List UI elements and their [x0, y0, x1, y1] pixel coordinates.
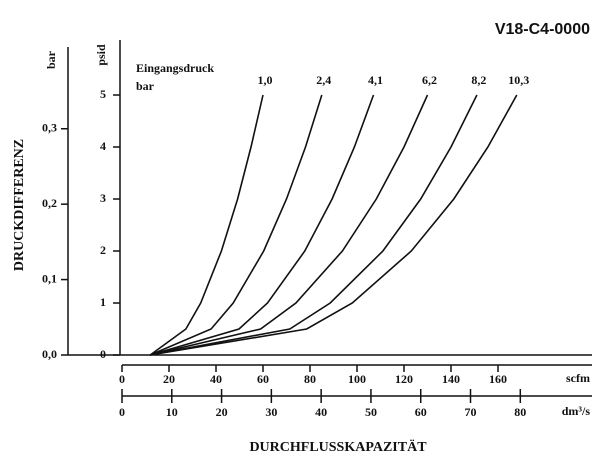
series-label: 4,1: [368, 73, 383, 87]
y2-tick-label: 0,2: [42, 196, 57, 210]
curve: [150, 94, 478, 356]
curve: [149, 94, 375, 356]
x2-tick-label: 40: [315, 405, 327, 419]
chart-title: V18-C4-0000: [495, 21, 590, 38]
x2-tick-label: 10: [166, 405, 178, 419]
y-tick-label: 3: [100, 191, 106, 205]
curve: [150, 94, 518, 356]
x-tick-label: 140: [442, 372, 460, 386]
x2-tick-label: 80: [514, 405, 526, 419]
series-label: 8,2: [471, 73, 486, 87]
series-label: 2,4: [316, 73, 331, 87]
x-tick-label: 20: [163, 372, 175, 386]
legend-unit: bar: [136, 79, 155, 93]
y-tick-label: 5: [100, 87, 106, 101]
series-label: 1,0: [258, 73, 273, 87]
y-tick-label: 2: [100, 243, 106, 257]
x-tick-label: 60: [257, 372, 269, 386]
x-tick-label: 80: [304, 372, 316, 386]
x2-tick-label: 20: [216, 405, 228, 419]
x-tick-label: 120: [395, 372, 413, 386]
y-tick-label: 4: [100, 139, 106, 153]
y-axis-title: DRUCKDIFFERENZ: [12, 139, 27, 271]
x-axis-title: DURCHFLUSSKAPAZITÄT: [249, 439, 427, 455]
curve: [150, 94, 429, 356]
legend-title: Eingangsdruck: [136, 61, 214, 75]
series-label: 6,2: [422, 73, 437, 87]
x-tick-label: 40: [210, 372, 222, 386]
x2-tick-label: 0: [119, 405, 125, 419]
y2-tick-label: 0,3: [42, 120, 57, 134]
y-tick-label: 0: [100, 347, 106, 361]
x2-unit: dm³/s: [562, 404, 591, 418]
y-unit: psid: [94, 44, 108, 66]
x-tick-label: 0: [119, 372, 125, 386]
x2-tick-label: 60: [415, 405, 427, 419]
y2-tick-label: 0,0: [42, 347, 57, 361]
y-tick-label: 1: [100, 295, 106, 309]
y2-tick-label: 0,1: [42, 271, 57, 285]
x2-tick-label: 30: [265, 405, 277, 419]
x-tick-label: 160: [489, 372, 507, 386]
x2-tick-label: 50: [365, 405, 377, 419]
x-unit: scfm: [566, 371, 590, 385]
series-label: 10,3: [508, 73, 529, 87]
curve: [149, 94, 323, 356]
y2-unit: bar: [44, 50, 58, 69]
x-tick-label: 100: [348, 372, 366, 386]
curve: [149, 94, 264, 356]
x2-tick-label: 70: [465, 405, 477, 419]
